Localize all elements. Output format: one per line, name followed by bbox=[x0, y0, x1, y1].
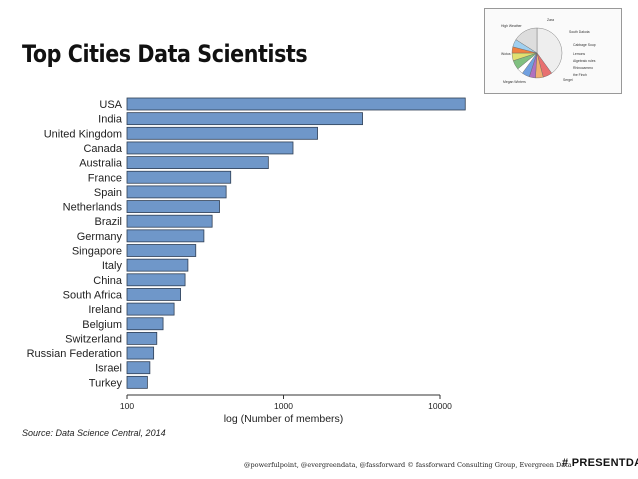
bar-france bbox=[126, 170, 232, 184]
thumbnail-label: South Dakota bbox=[569, 30, 590, 34]
bar-ireland bbox=[126, 302, 175, 316]
thumbnail-label: Wotus bbox=[501, 52, 511, 56]
x-tick-label: 1000 bbox=[274, 401, 293, 411]
category-label: Russian Federation bbox=[27, 348, 122, 360]
category-label: Turkey bbox=[89, 377, 123, 389]
bar-united-kingdom bbox=[126, 126, 318, 140]
category-label: France bbox=[88, 172, 122, 184]
category-label: South Africa bbox=[63, 289, 123, 301]
thumbnail-label: Algebraic rules bbox=[573, 59, 596, 63]
bar-switzerland bbox=[126, 331, 158, 345]
bar-italy bbox=[126, 258, 189, 272]
bar-germany bbox=[126, 229, 205, 243]
x-tick-label: 100 bbox=[120, 401, 134, 411]
category-label: Switzerland bbox=[65, 333, 122, 345]
category-label: Italy bbox=[102, 260, 123, 272]
thumbnail-label: Lemons bbox=[573, 52, 585, 56]
bar-netherlands bbox=[126, 200, 220, 213]
category-label: Brazil bbox=[94, 216, 122, 228]
thumbnail-label: the Finch bbox=[573, 73, 587, 77]
category-label: Belgium bbox=[82, 319, 122, 331]
category-label: Germany bbox=[77, 231, 123, 243]
source-note: Source: Data Science Central, 2014 bbox=[22, 428, 166, 438]
category-label: Israel bbox=[95, 363, 122, 375]
category-label: India bbox=[98, 114, 123, 126]
x-axis-label: log (Number of members) bbox=[224, 413, 344, 425]
bar-singapore bbox=[126, 244, 197, 257]
bar-turkey bbox=[126, 375, 148, 389]
bar-israel bbox=[126, 361, 151, 375]
bar-india bbox=[126, 112, 363, 126]
pie-chart-thumbnail: Zara South Dakota High Weather Cabbage Soup… bbox=[484, 8, 622, 94]
category-label: China bbox=[93, 275, 123, 287]
bar-china bbox=[126, 273, 186, 287]
bar-canada bbox=[126, 141, 294, 155]
thumbnail-pie-slice bbox=[515, 27, 538, 54]
category-label: United Kingdom bbox=[44, 128, 122, 140]
bar-brazil bbox=[126, 214, 213, 228]
thumbnail-label: High Weather bbox=[501, 24, 523, 28]
bar-usa bbox=[126, 97, 466, 111]
thumbnail-label: Rhinocammo bbox=[573, 66, 593, 70]
thumbnail-label: Zara bbox=[547, 18, 554, 22]
category-label: Australia bbox=[79, 158, 123, 170]
category-label: Singapore bbox=[72, 246, 122, 258]
thumbnail-label: Cabbage Soup bbox=[573, 43, 596, 47]
pie-thumbnail-image: Zara South Dakota High Weather Cabbage Soup… bbox=[501, 18, 596, 84]
category-label: USA bbox=[99, 99, 122, 111]
bar-chart: USA India United Kingdom Canada Australia Fra… bbox=[27, 97, 466, 425]
footer-brand: # PRESENTDATA bbox=[562, 457, 638, 469]
category-label: Netherlands bbox=[63, 202, 123, 214]
x-tick-label: 10000 bbox=[428, 401, 452, 411]
bar-spain bbox=[126, 185, 227, 199]
thumbnail-pie-slice bbox=[536, 27, 563, 74]
thumbnail-label: Sergei bbox=[563, 78, 573, 82]
category-label: Spain bbox=[94, 187, 122, 199]
bar-australia bbox=[126, 156, 269, 170]
bar-russian-federation bbox=[126, 346, 155, 360]
chart-title: Top Cities Data Scientists bbox=[22, 40, 308, 68]
category-label: Ireland bbox=[88, 304, 122, 316]
bar-south-africa bbox=[126, 288, 181, 301]
bar-belgium bbox=[126, 317, 164, 331]
thumbnail-label: Megan Winters bbox=[503, 80, 526, 84]
footer-credits: @powerfulpoint, @evergreendata, @fassfor… bbox=[244, 461, 572, 469]
category-label: Canada bbox=[83, 143, 122, 155]
